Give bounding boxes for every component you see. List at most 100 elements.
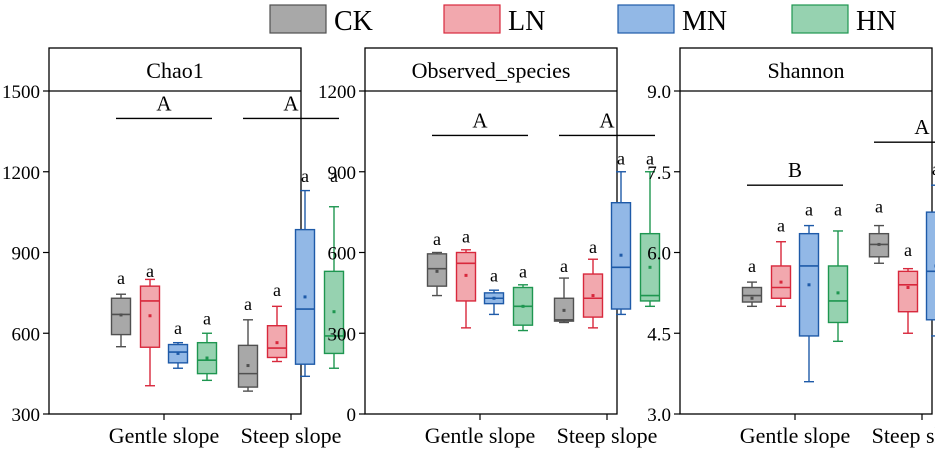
box-gentle-slope-hn: a — [512, 261, 534, 332]
box-gentle-slope-mn: a — [483, 265, 505, 316]
y-tick-label: 3.0 — [647, 405, 671, 426]
box-steep-slope-ck: a — [237, 294, 259, 392]
y-tick-label: 9.0 — [647, 82, 671, 103]
mean-point — [303, 295, 307, 299]
x-tick-label: Gentle slope — [425, 423, 536, 448]
y-tick-label: 600 — [12, 324, 41, 345]
significance-letter: a — [560, 256, 568, 276]
x-tick-label: Gentle slope — [740, 423, 851, 448]
legend-item-ln: LN — [443, 4, 545, 37]
panel-frame — [364, 47, 618, 415]
legend-swatch — [269, 4, 327, 34]
panel-chao1: Chao1 300 600 900 1200 1500 Gentle slope Steep … — [2, 47, 345, 448]
mean-point — [779, 280, 783, 284]
box-body — [897, 270, 919, 313]
legend: CK LN MN HN — [269, 4, 896, 37]
y-tick-label: 1500 — [2, 82, 40, 103]
legend-swatch — [443, 4, 501, 34]
y-tick-label: 300 — [328, 324, 357, 345]
x-tick-label: Steep slope — [557, 423, 658, 448]
y-tick-label: 600 — [328, 244, 357, 265]
mean-point — [619, 253, 623, 257]
significance-letter: a — [146, 261, 154, 281]
legend-label: HN — [856, 6, 896, 37]
box-gentle-slope-ln: a — [455, 226, 477, 329]
y-tick-label: 900 — [328, 163, 357, 184]
significance-letter: a — [519, 261, 527, 281]
mean-point — [492, 296, 496, 300]
y-tick-label: 300 — [12, 405, 41, 426]
mean-point — [807, 283, 811, 287]
box-gentle-slope-ln: a — [139, 261, 161, 387]
group-letter: A — [599, 108, 615, 132]
significance-letter: a — [273, 280, 281, 300]
group-letter: A — [472, 108, 488, 132]
mean-point — [148, 314, 152, 318]
box-steep-slope-mn: a — [294, 166, 316, 378]
x-tick-label: Gentle slope — [109, 423, 220, 448]
legend-label: CK — [334, 6, 373, 37]
box-steep-slope-hn: a — [639, 148, 661, 308]
significance-letter: a — [433, 229, 441, 249]
mean-point — [521, 304, 525, 308]
mean-point — [591, 294, 595, 298]
box-gentle-slope-ck: a — [110, 268, 132, 348]
box-steep-slope-ck: a — [553, 256, 575, 324]
significance-letter: a — [301, 166, 309, 186]
y-tick-label: 1200 — [2, 163, 40, 184]
box-gentle-slope-ck: a — [741, 256, 763, 308]
panel-observed-species: Observed_species 0 300 600 900 1200 Gentle slo… — [318, 47, 661, 448]
panels: Chao1 300 600 900 1200 1500 Gentle slope Steep … — [2, 47, 935, 448]
y-tick-label: 6.0 — [647, 244, 671, 265]
group-letter: A — [283, 91, 299, 115]
y-tick-label: 1200 — [318, 82, 356, 103]
significance-letter: a — [117, 268, 125, 288]
panel-title: Chao1 — [146, 58, 203, 83]
legend-item-ck: CK — [269, 4, 373, 37]
legend-label: LN — [508, 6, 545, 37]
box-gentle-slope-mn: a — [798, 199, 820, 383]
mean-point — [877, 242, 881, 246]
significance-letter: a — [748, 256, 756, 276]
significance-letter: a — [834, 199, 842, 219]
significance-letter: a — [932, 159, 935, 179]
significance-letter: a — [490, 265, 498, 285]
box-steep-slope-mn: a — [925, 159, 935, 337]
x-tick-label: Steep slope — [872, 423, 935, 448]
significance-letter: a — [875, 197, 883, 217]
significance-letter: a — [462, 226, 470, 246]
box-steep-slope-hn: a — [323, 166, 345, 369]
box-gentle-slope-hn: a — [196, 308, 218, 382]
group-letter: B — [788, 158, 802, 182]
group-letter: A — [914, 115, 930, 139]
significance-letter: a — [617, 148, 625, 168]
box-steep-slope-ln: a — [266, 280, 288, 363]
panel-shannon: Shannon 3.0 4.5 6.0 7.5 9.0 Gentle slope Steep … — [647, 47, 935, 448]
significance-letter: a — [330, 166, 338, 186]
legend-item-hn: HN — [791, 4, 896, 37]
mean-point — [275, 341, 279, 345]
legend-swatch — [791, 4, 849, 34]
x-tick-label: Steep slope — [241, 423, 342, 448]
panel-title: Shannon — [768, 58, 845, 83]
mean-point — [750, 296, 754, 300]
mean-point — [435, 269, 439, 273]
mean-point — [332, 310, 336, 314]
mean-point — [176, 351, 180, 355]
significance-letter: a — [777, 216, 785, 236]
mean-point — [119, 313, 123, 317]
mean-point — [246, 364, 250, 368]
group-letter: A — [156, 91, 172, 115]
panel-title: Observed_species — [412, 58, 571, 83]
box-steep-slope-ck: a — [868, 197, 890, 264]
box-gentle-slope-mn: a — [167, 318, 189, 369]
legend-swatch — [617, 4, 675, 34]
legend-label: MN — [682, 6, 727, 37]
mean-point — [648, 265, 652, 269]
legend-item-mn: MN — [617, 4, 727, 37]
box-steep-slope-ln: a — [897, 240, 919, 334]
mean-point — [836, 291, 840, 295]
y-tick-label: 4.5 — [647, 324, 671, 345]
box-gentle-slope-ln: a — [770, 216, 792, 308]
